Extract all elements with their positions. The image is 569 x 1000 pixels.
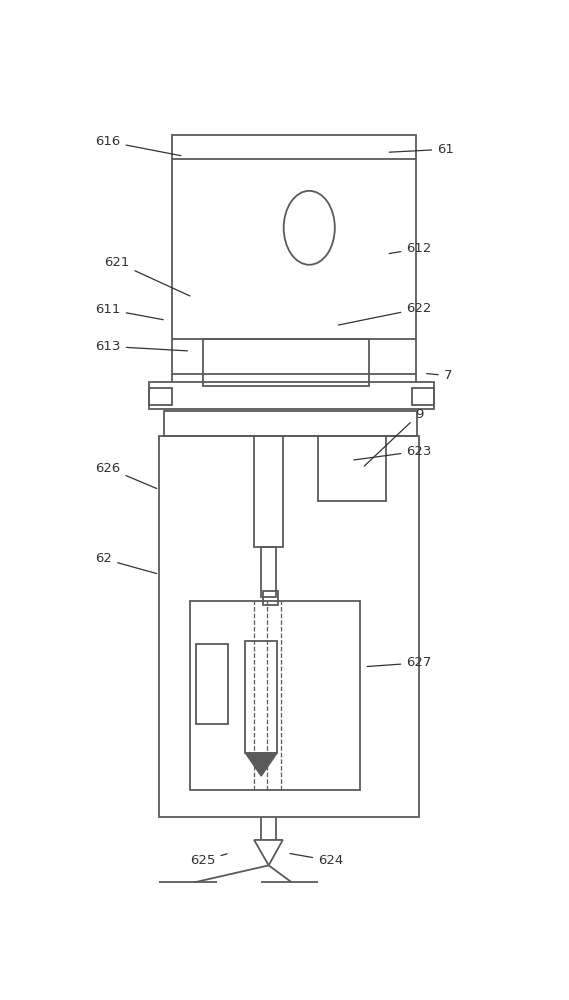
Text: 611: 611 [96, 303, 163, 320]
Text: 626: 626 [96, 462, 156, 489]
Bar [204, 339, 369, 386]
Text: 621: 621 [104, 256, 190, 296]
Text: 61: 61 [389, 143, 454, 156]
Bar [190, 601, 360, 790]
Text: 625: 625 [190, 854, 227, 867]
Bar [159, 436, 419, 817]
Bar [261, 547, 276, 597]
Bar [172, 135, 416, 374]
Polygon shape [245, 753, 277, 776]
Bar [318, 436, 386, 501]
Bar [254, 436, 283, 547]
Text: 612: 612 [389, 242, 432, 255]
Text: 622: 622 [339, 302, 432, 325]
Text: 616: 616 [96, 135, 181, 156]
Bar [149, 382, 435, 409]
Bar [245, 641, 277, 753]
Text: 627: 627 [367, 656, 432, 669]
Text: 9: 9 [364, 408, 423, 466]
Text: 624: 624 [290, 854, 343, 867]
Bar [263, 591, 278, 605]
Bar [149, 388, 172, 405]
Text: 613: 613 [96, 340, 187, 353]
Text: 623: 623 [354, 445, 432, 460]
Text: 62: 62 [96, 552, 156, 574]
Bar [164, 411, 417, 436]
Text: 7: 7 [427, 369, 452, 382]
Bar [196, 644, 228, 724]
Bar [411, 388, 435, 405]
